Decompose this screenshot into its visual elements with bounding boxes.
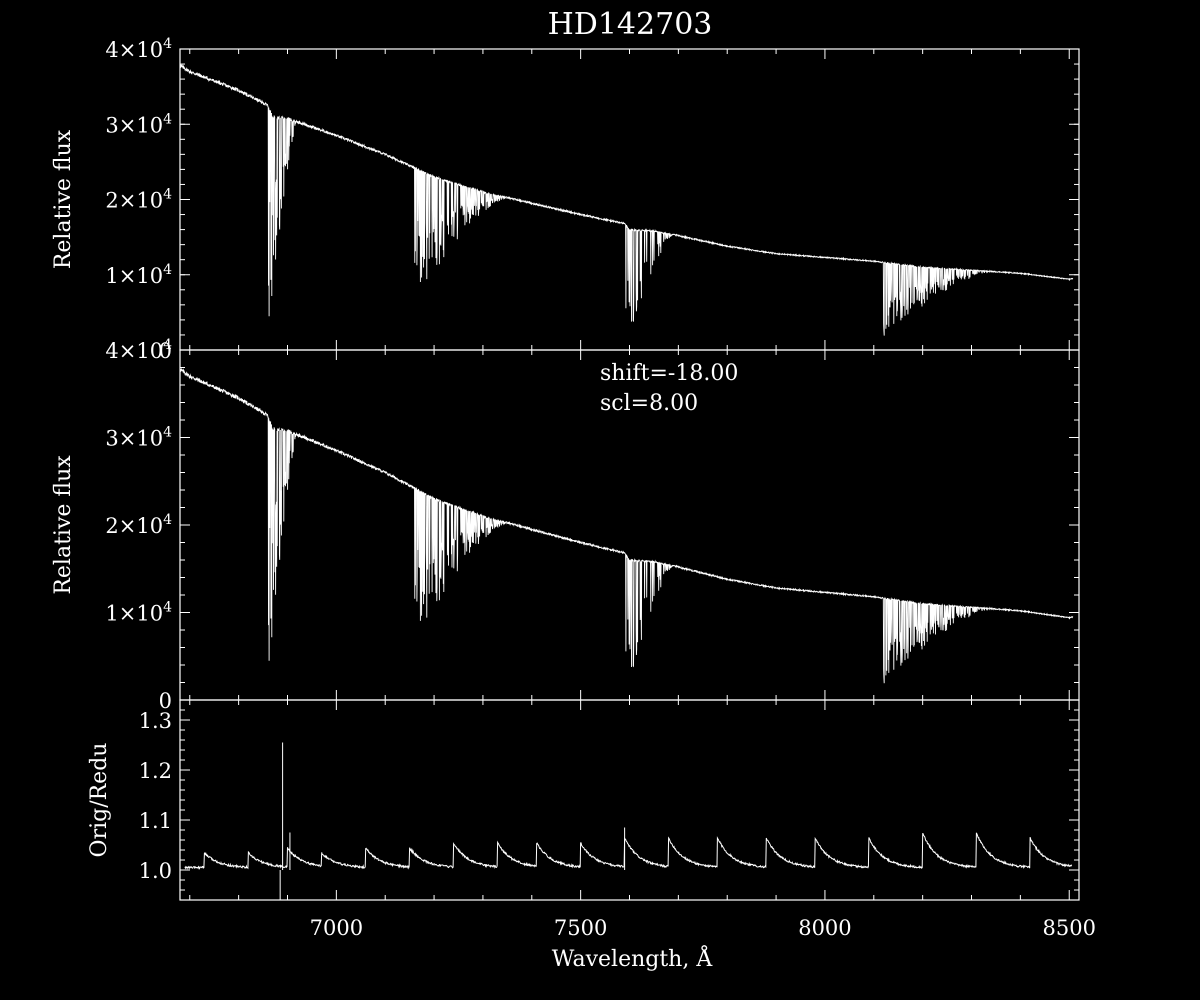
x-tick-label: 7000: [310, 916, 363, 940]
plot-frame: [179, 699, 1080, 901]
spectrum-line: [179, 367, 1074, 684]
y-tick-label: 1.1: [139, 809, 172, 833]
y-tick-exponent: 4: [163, 337, 172, 353]
y-tick-exponent: 4: [163, 36, 172, 52]
y-tick-exponent: 4: [163, 425, 172, 441]
x-tick-label: 8500: [1043, 916, 1096, 940]
y-tick-label: 2×104: [105, 512, 172, 538]
scale-annotation: scl=8.00: [600, 391, 698, 416]
y-tick-label: 1.3: [139, 709, 172, 733]
panel-bottom-ratio: 1.0 1.1 1.2 1.3 Orig/Redu 7000 7500 8000 8500: [87, 699, 1096, 940]
y-tick-label: 3×104: [105, 111, 172, 137]
y-tick-label: 4×104: [105, 337, 172, 363]
y-tick-label: 3×104: [105, 425, 172, 451]
y-tick-label: 1×104: [105, 600, 172, 626]
ratio-line: [184, 832, 1073, 870]
y-tick-label: 0: [159, 339, 172, 363]
y-axis-label: Relative flux: [51, 455, 76, 595]
y-tick-exponent: 4: [163, 187, 172, 203]
x-axis-label: Wavelength, Å: [552, 944, 714, 972]
shift-annotation: shift=-18.00: [600, 361, 738, 386]
x-tick-label: 8000: [798, 916, 851, 940]
y-tick-label: 1×104: [105, 262, 172, 288]
x-tick-label: 7500: [554, 916, 607, 940]
y-tick-label: 0: [159, 689, 172, 713]
y-tick-exponent: 4: [163, 512, 172, 528]
plot-frame: [179, 48, 1080, 351]
y-tick-exponent: 4: [163, 111, 172, 127]
y-tick-label: 1.0: [139, 859, 172, 883]
y-tick-label: 2×104: [105, 187, 172, 213]
y-tick-exponent: 4: [163, 262, 172, 278]
chart-title: HD142703: [548, 7, 713, 42]
y-tick-label: 1.2: [139, 759, 172, 783]
panel-top-flux: 0 1×104 2×104 3×104 4×104 Relative flux: [51, 36, 1080, 363]
spectrum-line: [179, 63, 1074, 336]
y-tick-exponent: 4: [163, 600, 172, 616]
panel-middle-flux: shift=-18.00 scl=8.00 0 1×104 2×104 3×104 4×…: [51, 337, 1080, 713]
y-axis-label: Relative flux: [51, 129, 76, 269]
y-axis-label: Orig/Redu: [87, 743, 112, 858]
y-tick-label: 4×104: [105, 36, 172, 62]
